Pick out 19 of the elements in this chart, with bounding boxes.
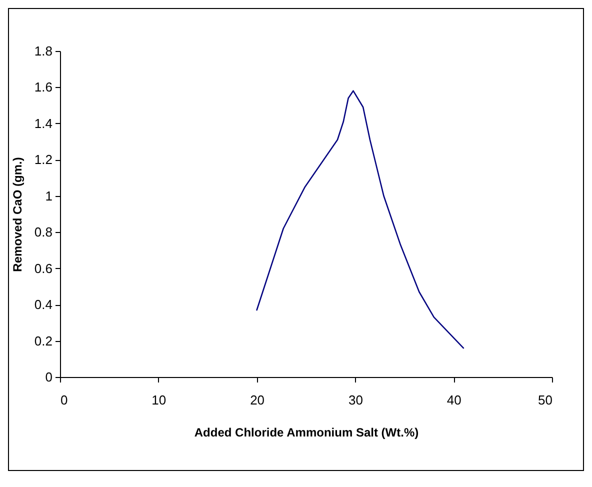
x-tick-label: 30 <box>348 392 363 408</box>
y-tick-label: 1.4 <box>34 116 52 131</box>
y-tick-label: 1.8 <box>34 44 52 58</box>
x-tick-label: 0 <box>60 392 68 408</box>
y-tick-label: 0.8 <box>34 224 52 240</box>
y-tick-label: 1 <box>45 188 52 204</box>
x-tick-label: 10 <box>152 392 166 408</box>
y-tick-label: 0.6 <box>34 260 52 276</box>
x-tick-label: 20 <box>250 392 265 408</box>
x-tick-label: 50 <box>538 392 552 408</box>
x-axis-title: Added Chloride Ammonium Salt (Wt.%) <box>194 426 419 440</box>
y-axis-title: Removed CaO (gm.) <box>10 157 24 272</box>
x-tick-label: 40 <box>446 392 462 408</box>
y-tick-label: 0 <box>45 370 52 384</box>
y-tick-label: 0.4 <box>34 297 52 312</box>
y-tick-label: 0.2 <box>34 333 52 348</box>
line-series <box>256 90 464 349</box>
y-tick-label: 1.6 <box>34 80 52 95</box>
y-tick-label: 1.2 <box>34 152 52 168</box>
